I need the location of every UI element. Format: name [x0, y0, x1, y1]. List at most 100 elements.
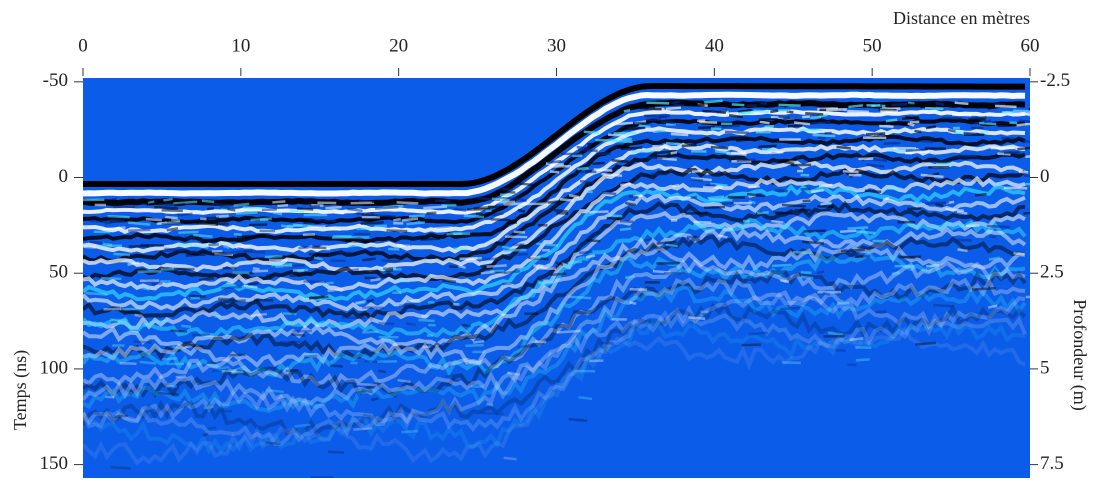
texture-streak: [149, 321, 168, 322]
texture-streak: [847, 227, 868, 228]
texture-streak: [252, 271, 268, 272]
texture-streak: [350, 269, 359, 270]
texture-streak: [624, 110, 630, 111]
texture-streak: [891, 124, 910, 125]
texture-streak: [666, 245, 678, 247]
texture-streak: [345, 241, 367, 242]
texture-streak: [533, 265, 543, 267]
texture-streak: [397, 202, 419, 203]
texture-streak: [925, 108, 943, 109]
texture-streak: [328, 452, 344, 453]
texture-streak: [820, 203, 831, 204]
texture-streak: [956, 240, 972, 241]
texture-streak: [464, 216, 484, 217]
texture-streak: [362, 332, 378, 333]
texture-streak: [514, 232, 525, 233]
texture-streak: [504, 458, 517, 460]
texture-streak: [803, 231, 825, 232]
texture-streak: [620, 229, 631, 230]
texture-streak: [910, 122, 920, 123]
texture-streak: [221, 287, 242, 288]
texture-streak: [462, 325, 471, 326]
texture-streak: [579, 252, 592, 253]
texture-streak: [370, 279, 380, 280]
texture-streak: [704, 101, 723, 103]
texture-streak: [988, 306, 997, 308]
texture-streak: [248, 283, 258, 285]
texture-streak: [620, 184, 631, 185]
texture-streak: [568, 297, 591, 298]
texture-streak: [454, 209, 467, 211]
texture-streak: [298, 270, 308, 271]
y-tick-label: 0: [59, 166, 69, 187]
texture-streak: [772, 265, 792, 266]
texture-streak: [948, 130, 956, 132]
texture-streak: [914, 131, 921, 132]
texture-streak: [290, 274, 312, 276]
texture-streak: [775, 190, 788, 191]
texture-streak: [908, 124, 915, 126]
texture-streak: [836, 147, 850, 149]
texture-streak: [401, 431, 418, 432]
x-tick-label: 20: [389, 35, 408, 56]
texture-streak: [103, 309, 121, 310]
texture-streak: [691, 197, 697, 198]
texture-streak: [174, 204, 185, 205]
texture-streak: [244, 286, 258, 288]
texture-streak: [760, 122, 770, 124]
texture-streak: [90, 221, 109, 222]
texture-streak: [866, 133, 885, 134]
texture-streak: [694, 223, 707, 224]
y2-tick-label: 5: [1040, 357, 1050, 378]
texture-streak: [273, 213, 282, 215]
texture-streak: [404, 300, 419, 302]
texture-streak: [277, 205, 288, 206]
texture-streak: [856, 359, 870, 360]
texture-streak: [688, 317, 705, 318]
texture-streak: [1023, 212, 1042, 214]
texture-streak: [728, 197, 745, 198]
texture-streak: [103, 227, 126, 229]
y-tick-label: 100: [40, 357, 69, 378]
texture-streak: [892, 104, 908, 105]
texture-streak: [946, 209, 964, 211]
texture-streak: [704, 207, 725, 208]
texture-streak: [586, 240, 600, 241]
texture-streak: [216, 216, 229, 217]
texture-streak: [557, 331, 581, 333]
y-axis-title: Temps (ns): [10, 350, 31, 430]
texture-streak: [85, 247, 96, 248]
x-tick-label: 50: [863, 35, 882, 56]
y2-tick-label: 0: [1040, 166, 1050, 187]
texture-streak: [784, 162, 794, 164]
texture-streak: [531, 342, 537, 343]
texture-streak: [135, 315, 143, 316]
texture-streak: [625, 276, 634, 277]
texture-streak: [802, 117, 810, 118]
texture-streak: [840, 231, 856, 232]
texture-streak: [120, 363, 137, 364]
texture-streak: [500, 194, 511, 195]
texture-streak: [586, 256, 595, 258]
texture-streak: [165, 217, 177, 218]
texture-streak: [794, 123, 810, 125]
texture-streak: [711, 147, 728, 148]
texture-streak: [759, 119, 778, 120]
texture-streak: [434, 227, 452, 228]
texture-streak: [955, 103, 969, 104]
texture-streak: [465, 345, 483, 346]
texture-streak: [207, 363, 216, 364]
texture-streak: [162, 358, 177, 359]
texture-streak: [608, 135, 623, 136]
texture-streak: [856, 231, 876, 233]
texture-streak: [671, 134, 688, 135]
texture-streak: [778, 105, 800, 106]
texture-streak: [793, 252, 812, 253]
texture-streak: [905, 117, 919, 119]
texture-streak: [330, 228, 341, 230]
texture-streak: [192, 334, 210, 335]
texture-streak: [632, 151, 655, 152]
texture-streak: [138, 271, 161, 272]
texture-streak: [228, 209, 236, 210]
